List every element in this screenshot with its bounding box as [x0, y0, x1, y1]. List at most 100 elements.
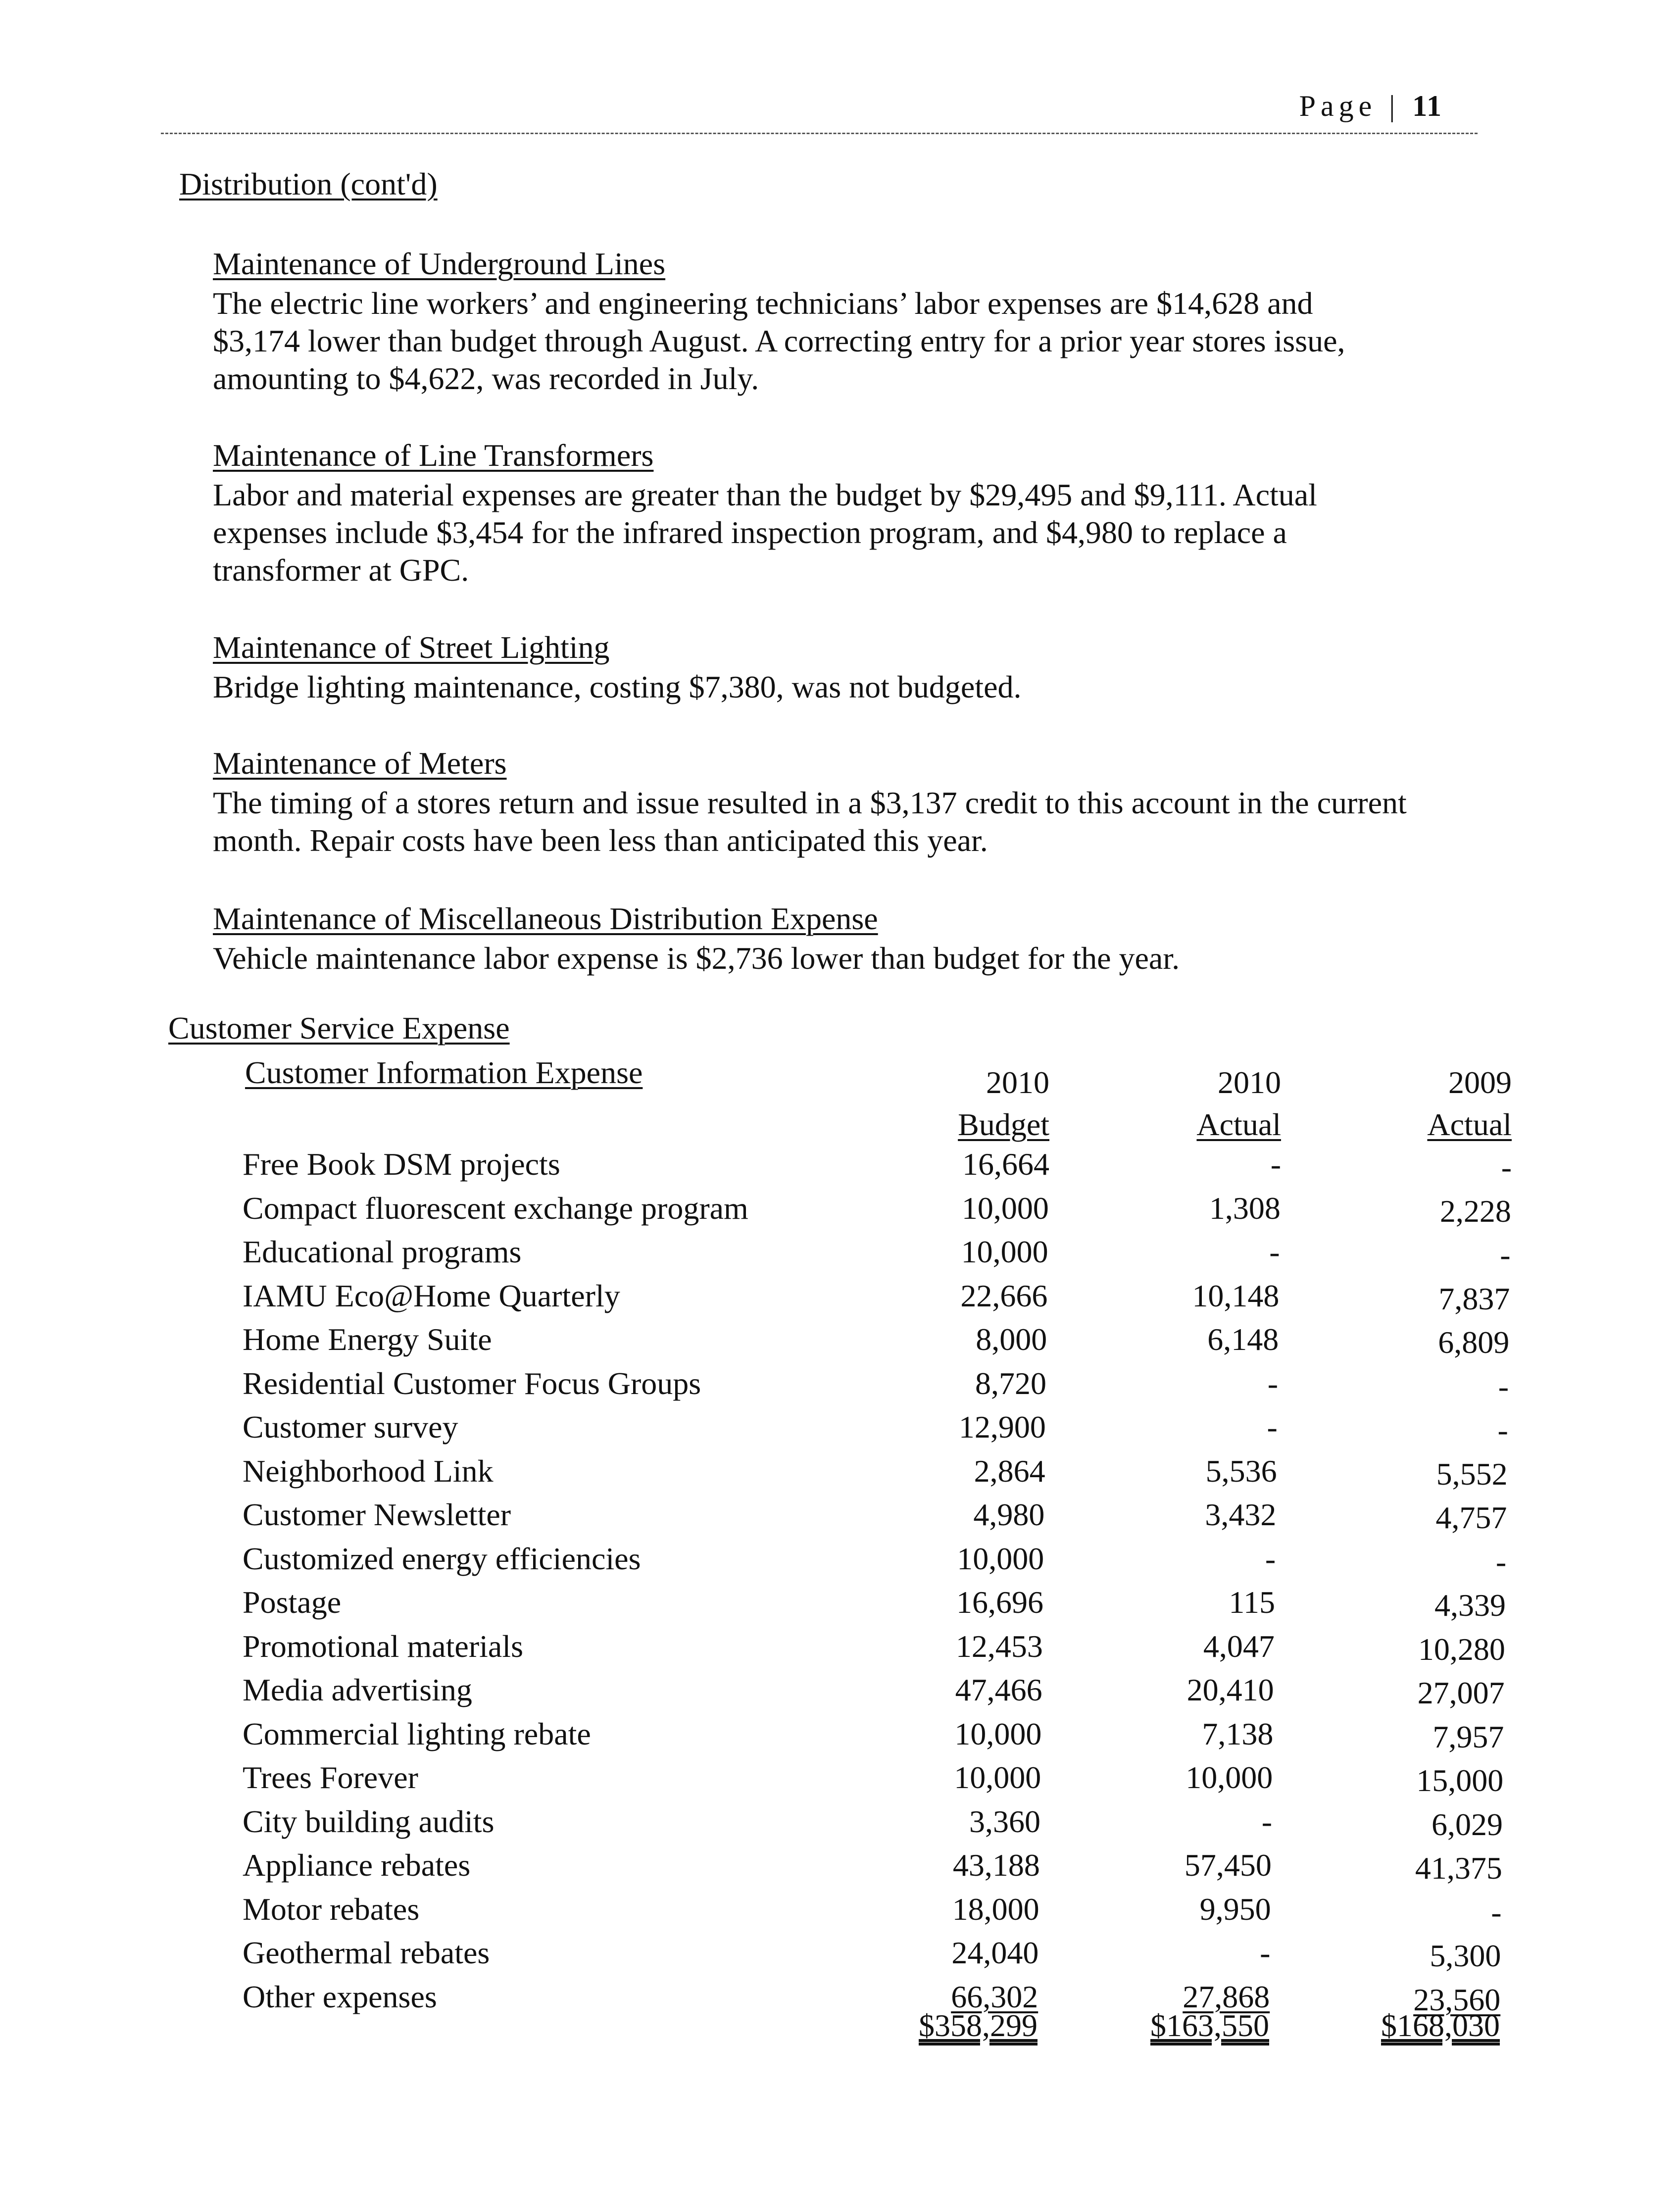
- section-5: Maintenance of Miscellaneous Distributio…: [213, 900, 1180, 977]
- row-value: 66,302: [951, 1979, 1038, 2014]
- paragraph-line: $3,174 lower than budget through August.…: [213, 323, 1345, 358]
- row-value: -: [1500, 1237, 1511, 1272]
- column-label: Actual: [1034, 1106, 1281, 1143]
- row-label: Geothermal rebates: [243, 1935, 490, 1970]
- row-value: 3,432: [1205, 1497, 1277, 1532]
- row-value: 57,450: [1184, 1847, 1272, 1883]
- row-value: -: [1261, 1803, 1272, 1839]
- row-value: 4,339: [1434, 1588, 1506, 1623]
- row-label: Customized energy efficiencies: [243, 1541, 641, 1576]
- row-value: 18,000: [952, 1891, 1039, 1927]
- column-label: Actual: [1264, 1106, 1512, 1143]
- row-value: 2,228: [1439, 1193, 1511, 1229]
- column-label: Budget: [802, 1106, 1049, 1143]
- row-value: 23,560: [1413, 1982, 1501, 2017]
- row-label: Customer Newsletter: [243, 1497, 511, 1532]
- paragraph-line: The timing of a stores return and issue …: [213, 785, 1407, 820]
- paragraph-line: The electric line workers’ and engineeri…: [213, 286, 1313, 321]
- row-value: 7,957: [1433, 1719, 1504, 1754]
- paragraph-line: Bridge lighting maintenance, costing $7,…: [213, 669, 1022, 704]
- column-label-text: Budget: [958, 1107, 1049, 1142]
- row-value: 5,536: [1205, 1453, 1277, 1489]
- row-value: 10,000: [954, 1716, 1042, 1751]
- row-value: 8,720: [975, 1365, 1046, 1401]
- row-value: 12,900: [958, 1409, 1046, 1445]
- row-value: 27,007: [1417, 1675, 1505, 1710]
- row-value: -: [1260, 1935, 1271, 1970]
- paragraph-line: Vehicle maintenance labor expense is $2,…: [213, 941, 1180, 976]
- row-value: -: [1267, 1365, 1278, 1401]
- section-1: Maintenance of Underground Lines The elec…: [213, 245, 1345, 398]
- column-year: 2010: [986, 1065, 1049, 1100]
- row-label: City building audits: [243, 1803, 494, 1839]
- row-value: 10,000: [957, 1541, 1044, 1576]
- row-label: Free Book DSM projects: [243, 1147, 560, 1182]
- row-value: 6,148: [1207, 1322, 1279, 1357]
- paragraph-line: amounting to $4,622, was recorded in Jul…: [213, 361, 759, 396]
- total-value: $163,550: [1150, 2008, 1269, 2043]
- section-heading: Maintenance of Miscellaneous Distributio…: [213, 901, 878, 936]
- row-value: 8,000: [976, 1322, 1047, 1357]
- row-label: IAMU Eco@Home Quarterly: [243, 1278, 620, 1313]
- row-value: -: [1498, 1368, 1509, 1404]
- row-value: 12,453: [955, 1628, 1043, 1664]
- row-value: -: [1495, 1544, 1507, 1579]
- row-value: 5,552: [1436, 1456, 1508, 1492]
- row-value: 15,000: [1416, 1763, 1504, 1798]
- row-value: 1,308: [1209, 1190, 1281, 1226]
- total-value: $358,299: [919, 2008, 1038, 2043]
- row-label: Other expenses: [243, 1979, 437, 2014]
- section-heading: Maintenance of Meters: [213, 746, 507, 781]
- row-label: Trees Forever: [243, 1760, 418, 1795]
- row-label: Educational programs: [243, 1234, 522, 1269]
- customer-service-title: Customer Service Expense: [168, 1010, 510, 1046]
- paragraph-line: month. Repair costs have been less than …: [213, 823, 988, 858]
- row-label: Appliance rebates: [243, 1847, 471, 1883]
- row-value: 6,029: [1432, 1806, 1503, 1842]
- row-value: 4,047: [1203, 1628, 1275, 1664]
- section-heading: Maintenance of Line Transformers: [213, 438, 654, 473]
- section-heading: Maintenance of Street Lighting: [213, 630, 610, 665]
- row-value: 9,950: [1199, 1891, 1271, 1927]
- header-rule: [161, 133, 1478, 134]
- row-value: -: [1501, 1149, 1512, 1185]
- row-value: -: [1269, 1234, 1280, 1269]
- column-label-text: Actual: [1196, 1107, 1281, 1142]
- row-value: 20,410: [1186, 1672, 1274, 1707]
- row-value: 10,280: [1418, 1631, 1505, 1667]
- row-value: 115: [1229, 1585, 1275, 1620]
- row-value: 4,980: [973, 1497, 1045, 1532]
- row-value: 41,375: [1415, 1850, 1502, 1886]
- total-value: $168,030: [1381, 2008, 1500, 2043]
- row-value: 47,466: [955, 1672, 1042, 1707]
- row-value: 4,757: [1435, 1500, 1507, 1535]
- row-value: 7,837: [1438, 1281, 1510, 1316]
- paragraph-line: Labor and material expenses are greater …: [213, 477, 1317, 512]
- row-value: -: [1497, 1412, 1508, 1447]
- row-label: Media advertising: [243, 1672, 472, 1707]
- row-label: Commercial lighting rebate: [243, 1716, 591, 1751]
- column-year: 2009: [1448, 1065, 1512, 1100]
- page-header: Page | 11: [1299, 89, 1442, 123]
- section-2: Maintenance of Line Transformers Labor an…: [213, 437, 1317, 589]
- page-label: Page |: [1299, 90, 1413, 122]
- row-value: -: [1491, 1894, 1502, 1930]
- row-label: Home Energy Suite: [243, 1322, 492, 1357]
- row-label: Motor rebates: [243, 1891, 420, 1927]
- row-label: Neighborhood Link: [243, 1453, 494, 1489]
- section-3: Maintenance of Street Lighting Bridge lig…: [213, 629, 1021, 706]
- row-value: 3,360: [969, 1803, 1040, 1839]
- row-value: 16,664: [962, 1147, 1049, 1182]
- row-value: 10,000: [1186, 1760, 1273, 1795]
- row-label: Residential Customer Focus Groups: [243, 1365, 701, 1401]
- row-value: -: [1265, 1541, 1276, 1576]
- section-4: Maintenance of Meters The timing of a sto…: [213, 745, 1407, 859]
- row-value: 27,868: [1183, 1979, 1270, 2014]
- row-value: 43,188: [952, 1847, 1040, 1883]
- row-value: 10,148: [1192, 1278, 1280, 1313]
- row-value: -: [1270, 1147, 1281, 1182]
- row-value: 10,000: [961, 1234, 1048, 1269]
- paragraph-line: transformer at GPC.: [213, 552, 469, 588]
- row-label: Postage: [243, 1585, 342, 1620]
- row-value: 24,040: [951, 1935, 1039, 1970]
